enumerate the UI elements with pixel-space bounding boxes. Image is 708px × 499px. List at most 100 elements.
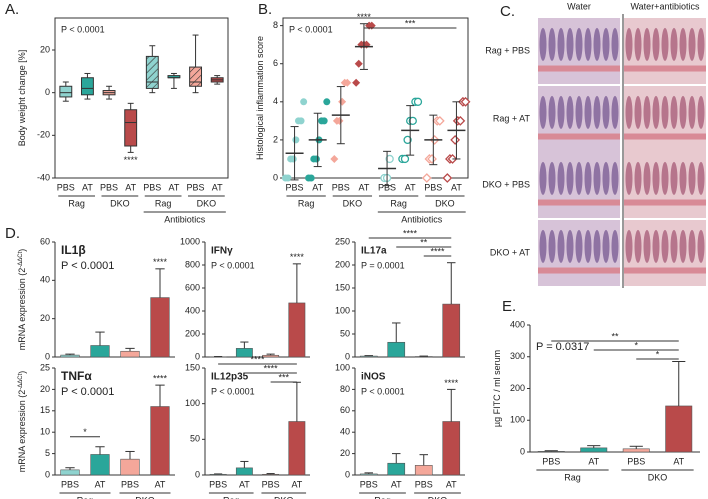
chart-title: IL17a — [361, 246, 387, 257]
bar — [90, 454, 110, 476]
point — [320, 117, 328, 125]
point — [460, 96, 471, 107]
y-axis-label: Body weight change [%] — [17, 50, 27, 147]
crypt — [584, 229, 592, 263]
y-tick-label: 20 — [40, 384, 50, 394]
y-tick-label: -20 — [37, 130, 50, 140]
significance: **** — [153, 373, 168, 383]
x-tick-label: AT — [169, 182, 180, 192]
y-tick-label: 60 — [340, 405, 350, 415]
significance: * — [83, 427, 87, 437]
point — [413, 97, 423, 106]
bar — [442, 303, 461, 358]
crypt — [679, 95, 687, 129]
y-axis-label-sup: -ΔΔCt — [18, 373, 24, 389]
y-tick-label: 50 — [190, 434, 200, 444]
bar — [288, 302, 306, 358]
crypt — [575, 27, 583, 61]
significance: **** — [357, 12, 372, 22]
crypt — [634, 95, 642, 129]
y-tick-label: 100 — [335, 362, 350, 372]
bar — [580, 447, 608, 453]
significance: *** — [405, 18, 416, 28]
bar — [90, 345, 110, 358]
crypt — [661, 95, 669, 129]
y-tick-label: 150 — [335, 282, 350, 292]
crypt — [661, 27, 669, 61]
row-label: Rag + AT — [493, 113, 531, 123]
crypt — [625, 229, 633, 263]
bar — [288, 421, 306, 476]
crypt — [688, 161, 696, 195]
y-axis-label-text: Histological inflammation score — [255, 36, 265, 160]
y-tick-label: 0 — [195, 351, 200, 361]
crypt — [643, 229, 651, 263]
point — [292, 136, 300, 144]
point — [354, 59, 363, 68]
y-axis-label-end: ) — [17, 371, 27, 374]
significance: * — [634, 340, 638, 350]
y-tick-label: 20 — [340, 448, 350, 458]
point — [434, 115, 445, 126]
significance: **** — [153, 257, 168, 267]
crypt — [679, 161, 687, 195]
bar — [442, 421, 461, 476]
y-axis-label-sup: -ΔΔCt — [18, 251, 24, 267]
column-header: Water+antibiotics — [631, 1, 700, 11]
y-tick-label: 0 — [520, 446, 525, 456]
crypt — [643, 27, 651, 61]
plot-frame — [282, 17, 469, 179]
box — [59, 85, 73, 98]
x-tick-label: AT — [451, 182, 462, 192]
group-label: Rag — [68, 198, 85, 208]
crypt — [643, 161, 651, 195]
group-label: Rag — [374, 495, 391, 499]
p-value: P < 0.0001 — [61, 24, 105, 34]
x-tick-label: PBS — [542, 456, 560, 466]
p-value: P < 0.0001 — [211, 386, 255, 396]
chart-title: iNOS — [361, 372, 386, 383]
point — [403, 135, 412, 145]
group-label: DKO — [428, 495, 448, 499]
panel-label: E. — [502, 298, 516, 315]
significance: * — [656, 349, 660, 359]
x-tick-label: AT — [125, 182, 136, 192]
x-tick-label: AT — [212, 182, 223, 192]
significance: **** — [124, 155, 139, 165]
significance: **** — [264, 363, 279, 373]
x-tick-label: AT — [673, 456, 684, 466]
bar — [665, 405, 693, 453]
crypt — [625, 27, 633, 61]
crypt — [634, 229, 642, 263]
crypt — [652, 27, 660, 61]
crypt — [575, 95, 583, 129]
y-axis-label: mRNA expression (2-ΔΔCt) — [17, 371, 27, 473]
crypt — [557, 27, 565, 61]
crypt — [697, 161, 705, 195]
y-tick-label: 1000 — [180, 236, 200, 246]
y-tick-label: 40 — [40, 275, 50, 285]
box — [145, 55, 159, 89]
point — [300, 98, 308, 106]
y-axis-label-text: µg FITC / ml serum — [492, 350, 502, 427]
crypt — [593, 27, 601, 61]
point — [442, 173, 453, 183]
crypt — [661, 161, 669, 195]
y-axis-label: mRNA expression (2-ΔΔCt) — [17, 249, 27, 351]
crypt — [688, 95, 696, 129]
group-label: Rag — [155, 198, 172, 208]
crypt — [643, 95, 651, 129]
chart-title: TNFα — [61, 369, 92, 383]
muscle-layer — [538, 199, 620, 206]
bar — [60, 469, 80, 476]
crypt — [584, 27, 592, 61]
point — [307, 174, 315, 182]
point — [284, 174, 292, 182]
bar — [622, 448, 650, 453]
muscle-layer — [624, 267, 706, 274]
y-tick-label: 200 — [510, 383, 525, 393]
y-tick-label: 0 — [45, 87, 50, 97]
x-tick-label: AT — [95, 479, 106, 489]
y-tick-label: 0 — [45, 351, 50, 361]
significance: **** — [250, 354, 265, 364]
